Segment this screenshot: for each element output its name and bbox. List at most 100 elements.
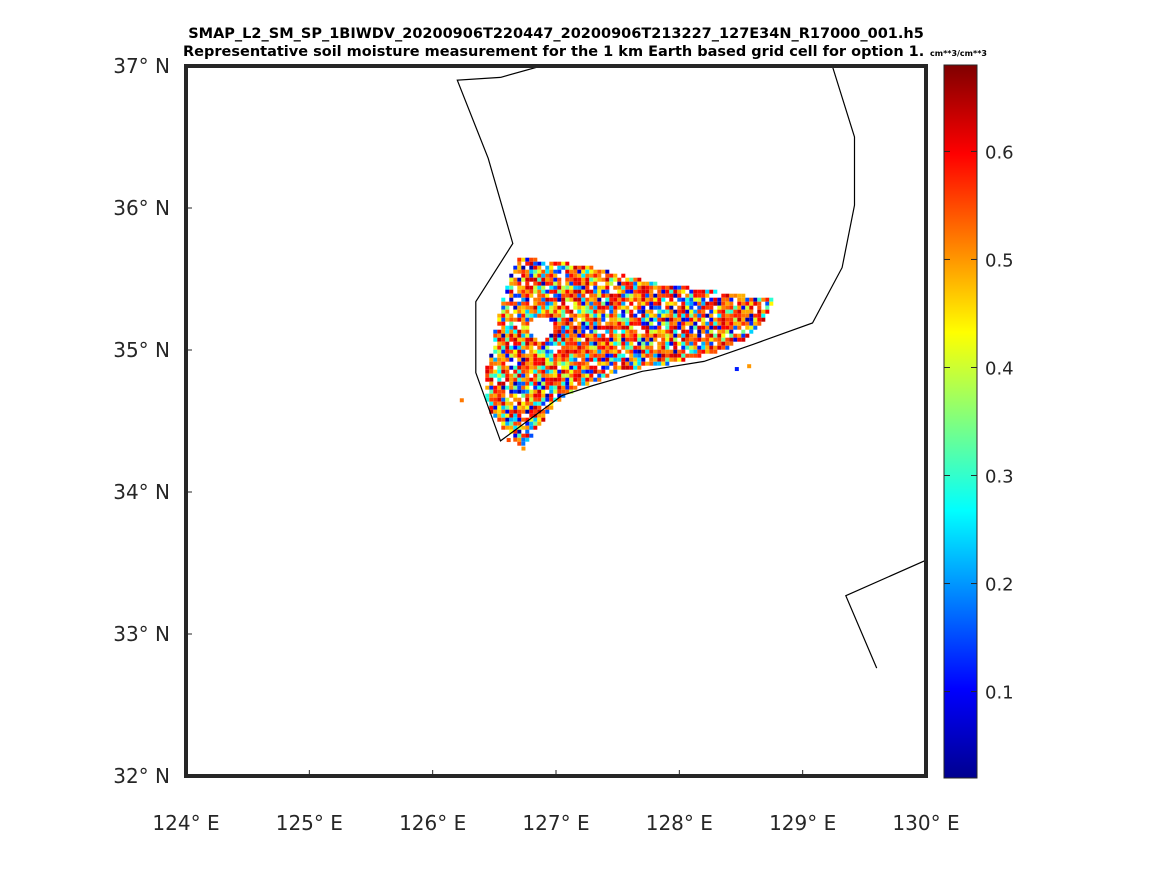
swath-cell xyxy=(621,321,626,326)
swath-cell xyxy=(577,285,582,290)
swath-cell xyxy=(641,341,646,346)
swath-cell xyxy=(697,309,702,314)
swath-cell xyxy=(681,305,686,310)
swath-cell xyxy=(585,313,590,318)
swath-cell xyxy=(569,345,574,350)
swath-cell xyxy=(597,333,602,338)
swath-cell xyxy=(597,345,602,350)
swath-cell xyxy=(513,409,518,414)
swath-cell xyxy=(557,277,562,282)
swath-cell xyxy=(621,297,626,302)
swath-cell xyxy=(569,377,574,382)
swath-cell xyxy=(661,321,666,326)
swath-cell xyxy=(689,353,694,358)
swath-cell xyxy=(557,261,562,266)
swath-cell xyxy=(673,309,678,314)
swath-cell xyxy=(493,401,498,406)
swath-cell xyxy=(637,277,642,282)
swath-cell xyxy=(689,341,694,346)
colorbar-ticks: 0.10.20.30.40.50.6 xyxy=(944,142,1014,704)
swath-cell xyxy=(685,341,690,346)
swath-cell xyxy=(553,329,558,334)
swath-cell xyxy=(585,305,590,310)
swath-cell xyxy=(669,285,674,290)
swath-cell xyxy=(537,417,542,422)
swath-cell xyxy=(681,313,686,318)
swath-cell xyxy=(537,269,542,274)
swath-cell xyxy=(637,337,642,342)
swath-cell xyxy=(497,381,502,386)
swath-cell xyxy=(489,389,494,394)
swath-cell xyxy=(689,305,694,310)
swath-cell xyxy=(553,397,558,402)
swath-cell xyxy=(589,333,594,338)
swath-cell xyxy=(625,365,630,370)
swath-cell xyxy=(645,285,650,290)
swath-cell xyxy=(581,313,586,318)
swath-cell xyxy=(521,433,526,438)
swath-cell xyxy=(561,369,566,374)
swath-cell xyxy=(633,337,638,342)
swath-cell xyxy=(645,361,650,366)
swath-cell xyxy=(537,301,542,306)
swath-cell xyxy=(525,341,530,346)
swath-cell xyxy=(693,313,698,318)
coastline xyxy=(456,66,856,442)
swath-cell xyxy=(629,325,634,330)
swath-cell xyxy=(509,357,514,362)
swath-cell xyxy=(505,337,510,342)
swath-cell xyxy=(581,333,586,338)
swath-cell xyxy=(657,353,662,358)
swath-cell xyxy=(493,405,498,410)
swath-cell xyxy=(537,377,542,382)
swath-cell xyxy=(565,357,570,362)
swath-cell xyxy=(509,405,514,410)
swath-cell xyxy=(485,393,490,398)
swath-cell xyxy=(737,301,742,306)
swath-cell xyxy=(557,281,562,286)
swath-cell xyxy=(613,309,618,314)
swath-cell xyxy=(545,305,550,310)
swath-cell xyxy=(621,281,626,286)
swath-cell xyxy=(541,357,546,362)
swath-cell xyxy=(673,349,678,354)
swath-cell xyxy=(509,365,514,370)
swath-cell xyxy=(577,353,582,358)
swath-cell xyxy=(761,313,766,318)
swath-cell xyxy=(529,381,534,386)
swath-cell xyxy=(513,309,518,314)
y-tick-label: 35° N xyxy=(113,338,170,362)
swath-cell xyxy=(529,309,534,314)
swath-cell xyxy=(745,309,750,314)
swath-cell xyxy=(621,289,626,294)
swath-cell xyxy=(533,405,538,410)
swath-cell xyxy=(653,297,658,302)
swath-cell xyxy=(569,333,574,338)
swath-cell xyxy=(637,321,642,326)
swath-cell xyxy=(545,349,550,354)
swath-cell xyxy=(681,341,686,346)
swath-cell xyxy=(605,353,610,358)
swath-cell xyxy=(661,333,666,338)
swath-cell xyxy=(747,364,752,369)
swath-cell xyxy=(541,285,546,290)
swath-cell xyxy=(585,321,590,326)
swath-cell xyxy=(605,373,610,378)
swath-cell xyxy=(509,377,514,382)
swath-cell xyxy=(517,357,522,362)
swath-cell xyxy=(669,301,674,306)
swath-cell xyxy=(745,313,750,318)
swath-cell xyxy=(581,297,586,302)
swath-cell xyxy=(593,301,598,306)
swath-cell xyxy=(597,293,602,298)
swath-cell xyxy=(593,317,598,322)
swath-cell xyxy=(633,353,638,358)
swath-cell xyxy=(729,337,734,342)
swath-cell xyxy=(629,313,634,318)
swath-cell xyxy=(537,281,542,286)
swath-cell xyxy=(629,285,634,290)
swath-cell xyxy=(605,349,610,354)
swath-cell xyxy=(581,309,586,314)
swath-cell xyxy=(701,301,706,306)
swath-cell xyxy=(513,349,518,354)
